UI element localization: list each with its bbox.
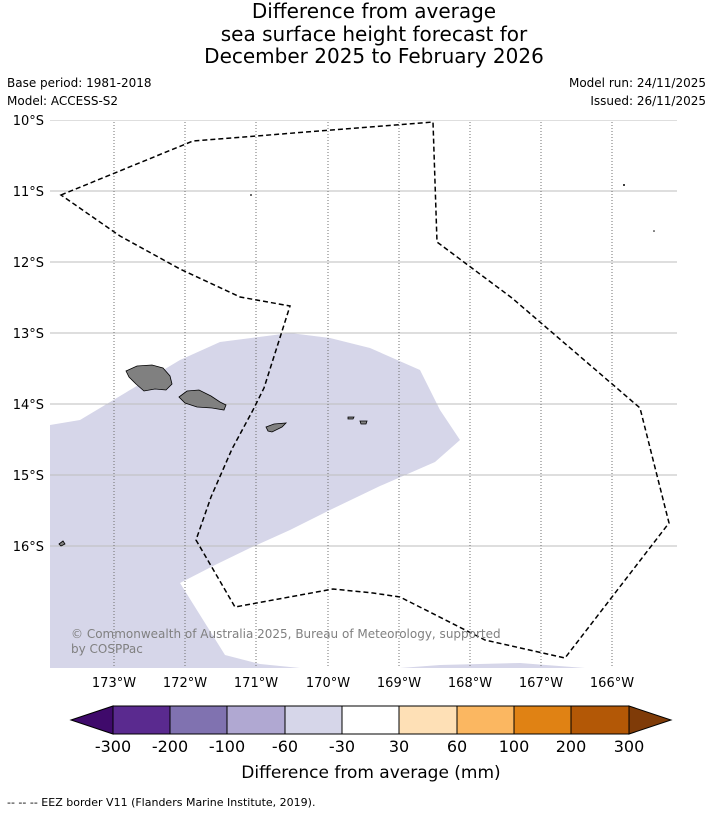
cb-tick-minus300: -300 — [95, 737, 131, 756]
longitude-gridlines — [113, 120, 613, 668]
lon-label-170w: 170°W — [306, 676, 350, 691]
cb-tick-30: 30 — [389, 737, 409, 756]
colorbar-swatch-6 — [398, 705, 458, 735]
islet-1 — [250, 194, 252, 196]
issued-date: Issued: 26/11/2025 — [590, 94, 706, 108]
colorbar-swatch-8 — [513, 705, 572, 735]
cb-tick-200: 200 — [556, 737, 587, 756]
colorbar-arrow-high — [628, 705, 673, 735]
eez-samoa-border — [59, 121, 670, 659]
colorbar-swatch-5 — [341, 705, 400, 735]
lon-label-167w: 167°W — [519, 676, 563, 691]
island-upolu — [178, 389, 227, 411]
lat-label-10s: 10°S — [13, 114, 44, 129]
colorbar-swatch-4 — [284, 705, 343, 735]
lat-label-16s: 16°S — [13, 540, 44, 555]
colorbar-tick-labels: -300 -200 -100 -60 -30 30 60 100 200 300 — [95, 737, 644, 756]
colorbar — [69, 705, 673, 735]
map-title: Difference from average sea surface heig… — [0, 0, 713, 68]
model-run: Model run: 24/11/2025 — [568, 76, 706, 90]
title-line-1: Difference from average — [251, 0, 497, 23]
latitude-gridlines — [50, 120, 677, 547]
colorbar-label: Difference from average (mm) — [241, 763, 500, 783]
model-name: Model: ACCESS-S2 — [7, 94, 119, 108]
eez-borders — [59, 121, 670, 659]
lat-label-14s: 14°S — [13, 398, 44, 413]
copyright-line-2: by COSPPac — [71, 642, 143, 656]
cb-tick-minus200: -200 — [152, 737, 188, 756]
island-savaii — [125, 364, 173, 392]
meta-left: Base period: 1981-2018 Model: ACCESS-S2 — [7, 74, 152, 110]
island-tau — [359, 420, 368, 425]
lon-label-171w: 171°W — [234, 676, 278, 691]
lon-label-173w: 173°W — [92, 676, 136, 691]
islet-2 — [623, 184, 625, 186]
colorbar-swatch-7 — [456, 705, 515, 735]
colorbar-swatch-2 — [169, 705, 228, 735]
map-area — [50, 120, 677, 668]
map-figure: 10°S 11°S 12°S 13°S 14°S 15°S 16°S 173°W… — [13, 114, 677, 783]
cb-tick-60: 60 — [447, 737, 467, 756]
longitude-labels: 173°W 172°W 171°W 170°W 169°W 168°W 167°… — [92, 676, 634, 691]
colorbar-swatch-1 — [112, 705, 171, 735]
lat-label-12s: 12°S — [13, 256, 44, 271]
lat-label-15s: 15°S — [13, 469, 44, 484]
island-ofu — [347, 416, 355, 420]
lat-label-11s: 11°S — [13, 185, 44, 200]
land-masses — [58, 184, 655, 547]
lon-label-169w: 169°W — [377, 676, 421, 691]
colorbar-swatch-3 — [226, 705, 286, 735]
colorbar-arrow-low — [69, 705, 114, 735]
lon-label-168w: 168°W — [448, 676, 492, 691]
cb-tick-100: 100 — [499, 737, 530, 756]
lat-label-13s: 13°S — [13, 327, 44, 342]
title-line-3: December 2025 to February 2026 — [204, 44, 544, 68]
cb-tick-minus100: -100 — [209, 737, 245, 756]
colorbar-swatch-9 — [570, 705, 630, 735]
cb-tick-minus60: -60 — [272, 737, 298, 756]
lon-label-166w: 166°W — [590, 676, 634, 691]
meta-right: Model run: 24/11/2025 Issued: 26/11/2025 — [569, 74, 706, 110]
base-period: Base period: 1981-2018 — [7, 76, 152, 90]
lon-label-172w: 172°W — [163, 676, 207, 691]
eez-footnote: -- -- -- EEZ border V11 (Flanders Marine… — [7, 796, 316, 809]
cb-tick-minus30: -30 — [329, 737, 355, 756]
islet-4 — [58, 540, 66, 547]
anomaly-region-main — [50, 333, 460, 668]
anomaly-region-bottom — [400, 663, 585, 668]
islet-3 — [653, 230, 655, 232]
island-tutuila — [265, 422, 288, 433]
latitude-labels: 10°S 11°S 12°S 13°S 14°S 15°S 16°S — [13, 114, 44, 555]
copyright-line-1: © Commonwealth of Australia 2025, Bureau… — [71, 627, 501, 641]
title-line-2: sea surface height forecast for — [220, 21, 528, 46]
cb-tick-300: 300 — [614, 737, 645, 756]
